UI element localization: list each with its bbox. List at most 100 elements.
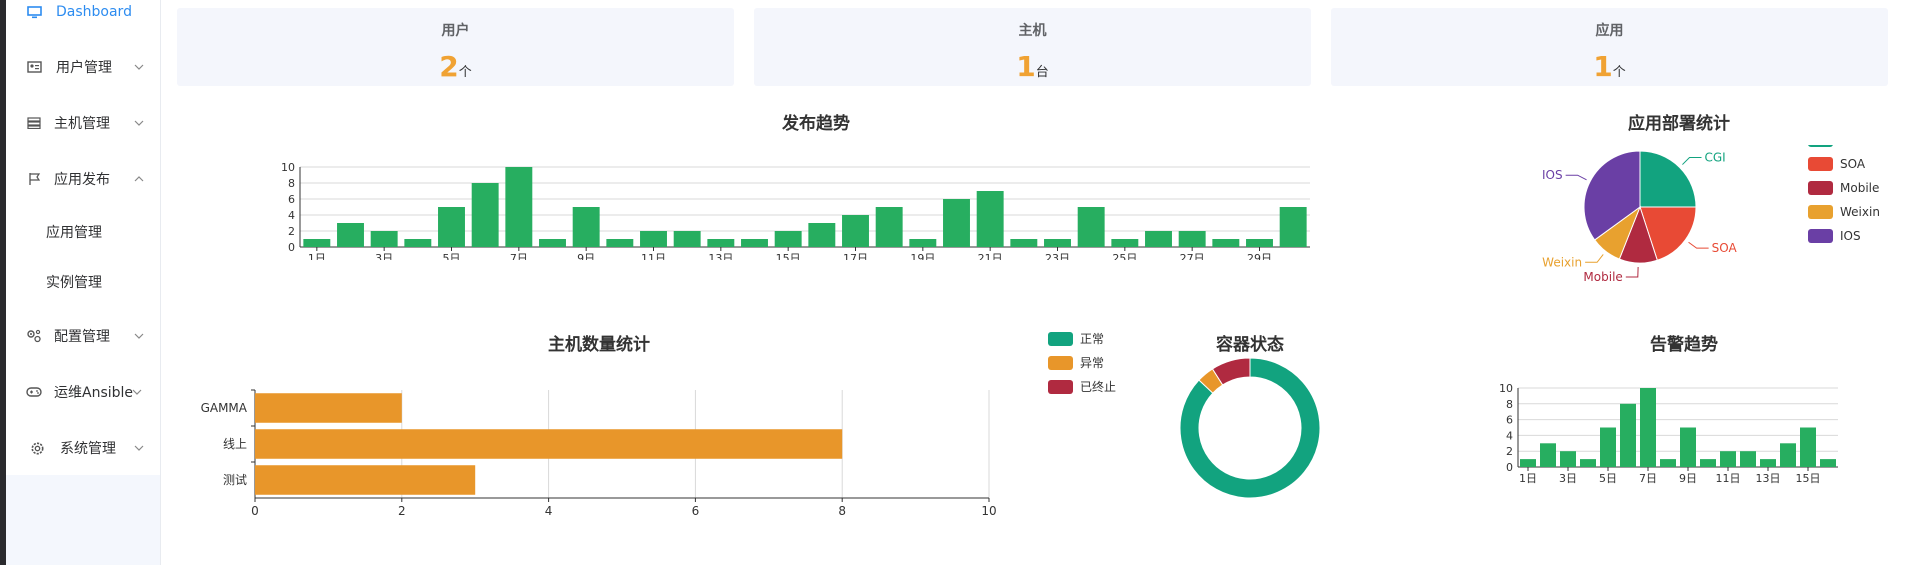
pie-label: SOA [1712,241,1738,255]
x-tick-label: 13日 [708,252,733,260]
y-tick-label: 线上 [223,437,247,451]
pie-label-line [1565,174,1587,181]
bar [1010,239,1038,247]
bar [1111,239,1139,247]
x-tick-label: 10 [981,504,996,518]
y-tick-label: GAMMA [201,401,248,415]
legend-label: 正常 [1080,332,1104,346]
y-tick-label: 6 [288,193,295,206]
server-icon [26,115,42,131]
y-tick-label: 4 [1506,429,1513,442]
bar [1780,443,1796,467]
x-tick-label: 19日 [910,252,935,260]
bar [1600,427,1616,467]
bar [707,239,735,247]
legend-swatch [1808,181,1833,195]
chevron-down-icon [132,116,146,130]
bar [1178,231,1206,247]
bar [404,239,432,247]
nav-label: 主机管理 [54,116,110,132]
legend-swatch [1808,157,1833,171]
legend-swatch [1048,332,1073,346]
bar [1740,451,1756,467]
nav-label: 系统管理 [60,441,116,457]
x-tick-label: 8 [838,504,846,518]
pie-label: CGI [1704,151,1725,165]
legend-swatch [1808,205,1833,219]
nav-label: 应用管理 [46,225,102,241]
nav-dashboard[interactable]: Dashboard [6,0,160,34]
bar [1520,459,1536,467]
bar [255,393,402,423]
gear-icon [29,440,45,456]
bar [1212,239,1240,247]
sidebar [6,0,160,565]
x-tick-label: 9日 [1679,472,1697,485]
x-tick-label: 11日 [641,252,666,260]
bar [370,231,398,247]
stat-card-users: 用户 2个 [177,8,734,86]
nav-system[interactable]: 系统管理 [6,426,160,470]
bar [640,231,667,247]
nav-app-manage[interactable]: 应用管理 [6,210,160,254]
bar [1800,427,1816,467]
pie-label: Mobile [1583,270,1622,284]
nav-config[interactable]: 配置管理 [6,314,160,358]
bar [1560,451,1576,467]
nav-instance-manage[interactable]: 实例管理 [6,260,160,304]
x-tick-label: 13日 [1756,472,1781,485]
nav-label: 运维Ansible [54,385,134,401]
stat-card-value: 1 [1016,50,1036,83]
x-tick-label: 3日 [1559,472,1577,485]
legend-label: CGI [1840,145,1861,147]
legend-swatch [1048,380,1073,394]
bar [255,429,843,459]
chevron-down-icon [132,329,146,343]
x-tick-label: 29日 [1247,252,1272,260]
pie-slice [1639,150,1697,208]
legend-label: SOA [1840,157,1866,171]
nav-label: Dashboard [56,4,132,20]
x-tick-label: 6 [692,504,700,518]
y-tick-label: 8 [288,177,295,190]
y-tick-label: 2 [288,225,295,238]
nav-users[interactable]: 用户管理 [6,45,160,89]
nav-label: 配置管理 [54,329,110,345]
nav-app-release[interactable]: 应用发布 [6,157,160,201]
nav-ansible[interactable]: 运维Ansible [6,370,160,414]
bar [606,239,634,247]
stat-card-hosts: 主机 1台 [754,8,1311,86]
x-tick-label: 15日 [1796,472,1821,485]
pie-slice [1639,206,1697,261]
x-tick-label: 2 [398,504,406,518]
x-tick-label: 25日 [1112,252,1137,260]
bar [438,207,465,247]
y-tick-label: 2 [1506,445,1513,458]
legend-swatch [1048,356,1073,370]
x-tick-label: 11日 [1716,472,1741,485]
y-tick-label: 测试 [223,472,247,487]
chevron-down-icon [132,60,146,74]
pie-label-line [1688,241,1709,249]
bar [1145,231,1172,247]
y-tick-label: 10 [1499,382,1513,395]
bar [842,215,869,247]
bar [1279,207,1307,247]
y-tick-label: 4 [288,209,295,222]
legend-label: 已终止 [1080,379,1116,394]
chart-title-alarm: 告警趋势 [1650,335,1718,355]
nav-hosts[interactable]: 主机管理 [6,101,160,145]
x-tick-label: 15日 [776,252,801,260]
bar [774,231,802,247]
x-tick-label: 1日 [1519,472,1537,485]
pie-label: Weixin [1542,255,1582,269]
y-tick-label: 0 [1506,461,1513,474]
chevron-up-icon [132,172,146,186]
gears-icon [26,328,42,344]
bar [1700,459,1716,467]
bar [1077,207,1105,247]
sidebar-footer [6,475,160,565]
pie-label-line [1585,254,1604,263]
gamepad-icon [26,384,42,400]
